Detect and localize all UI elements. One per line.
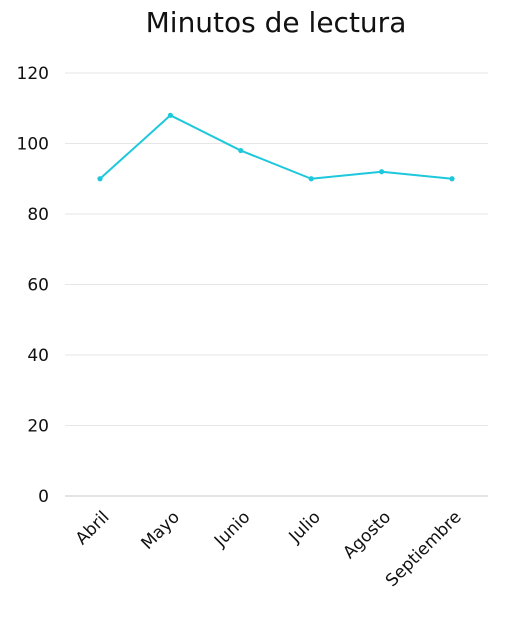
- x-tick-label: Agosto: [339, 507, 395, 563]
- data-point[interactable]: [379, 169, 385, 175]
- y-tick-label: 120: [17, 64, 49, 84]
- x-tick-label: Mayo: [138, 507, 184, 553]
- y-tick-label: 60: [27, 276, 49, 296]
- chart-title: Minutos de lectura: [145, 6, 407, 39]
- x-tick-label: Abril: [72, 507, 114, 549]
- y-tick-label: 40: [27, 346, 49, 366]
- data-point[interactable]: [449, 176, 455, 182]
- x-tick-label: Julio: [285, 507, 325, 547]
- grid-lines: [65, 72, 488, 497]
- data-point[interactable]: [167, 112, 173, 118]
- data-point[interactable]: [308, 176, 314, 182]
- y-tick-label: 80: [27, 205, 49, 225]
- series-layer: [97, 112, 455, 182]
- y-tick-label: 0: [38, 487, 49, 507]
- y-axis-ticks: 0 20 40 60 80 100 120: [17, 64, 49, 507]
- data-point[interactable]: [97, 176, 103, 182]
- y-tick-label: 100: [17, 135, 49, 155]
- series-line: [99, 114, 453, 180]
- y-tick-label: 20: [27, 417, 49, 437]
- x-tick-label: Junio: [210, 507, 254, 551]
- x-tick-label: Septiembre: [382, 507, 466, 591]
- data-point[interactable]: [238, 147, 244, 154]
